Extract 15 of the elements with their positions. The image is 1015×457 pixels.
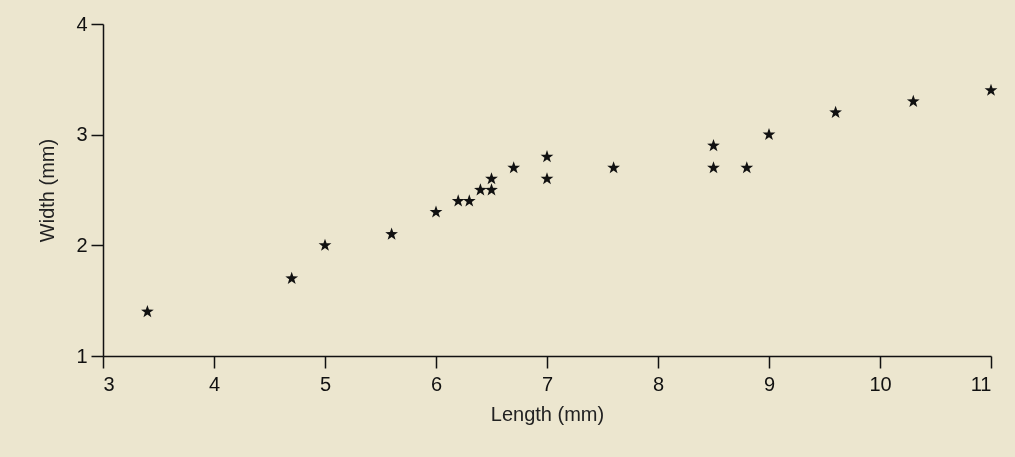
x-tick-label: 8 [652,372,665,395]
x-tick-label: 3 [103,372,115,395]
y-tick-label: 3 [76,123,88,146]
x-tick-label: 4 [208,372,221,395]
x-tick-label: 9 [763,372,776,395]
x-tick-label: 10 [869,372,892,395]
x-axis-title: Length (mm) [490,402,605,425]
y-axis-title: Width (mm) [36,138,59,243]
x-tick-label: 7 [541,372,554,395]
y-tick-label: 4 [76,12,88,35]
x-tick-label: 5 [319,372,332,395]
x-tick-label: 11 [970,372,992,395]
x-tick-label: 6 [430,372,443,395]
y-tick-label: 2 [76,233,88,256]
y-tick-label: 1 [76,344,88,367]
